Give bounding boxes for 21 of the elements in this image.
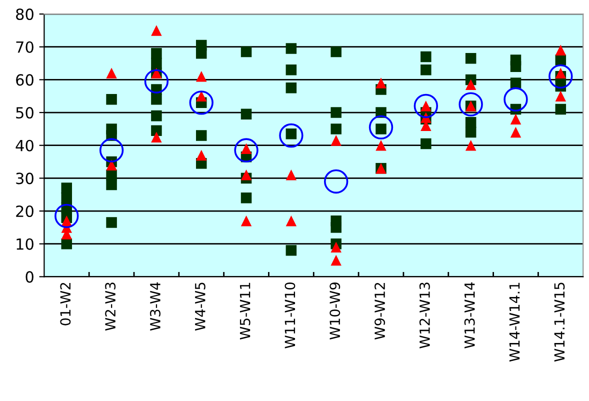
x-tick-label: W14.1-W15: [554, 282, 565, 362]
x-tick-label: W4-W5: [195, 282, 206, 331]
x-tick-label: W9-W12: [374, 282, 386, 340]
x-tick-label: W10-W9: [330, 282, 340, 340]
x-tick-label: W5-W11: [240, 282, 250, 340]
x-tick-label: W13-W14: [464, 282, 475, 348]
x-tick-label: W12-W13: [419, 282, 430, 348]
y-tick-label: 10: [16, 238, 34, 250]
y-tick-label: 60: [16, 74, 34, 86]
y-tick-label: 0: [26, 271, 34, 283]
y-tick-label: 40: [16, 140, 34, 152]
x-tick-label: W3-W4: [150, 282, 160, 331]
y-tick-label: 50: [16, 106, 34, 119]
x-tick-label: 01-W2: [60, 282, 71, 326]
y-tick-label: 20: [16, 205, 34, 218]
x-tick-label: W2-W3: [105, 282, 116, 331]
y-tick-label: 70: [16, 41, 34, 53]
x-tick-label: W11-W10: [284, 282, 296, 348]
y-tick-label: 30: [16, 172, 34, 184]
y-tick-label: 80: [16, 8, 34, 20]
x-tick-label: W14-W14.1: [509, 282, 520, 362]
